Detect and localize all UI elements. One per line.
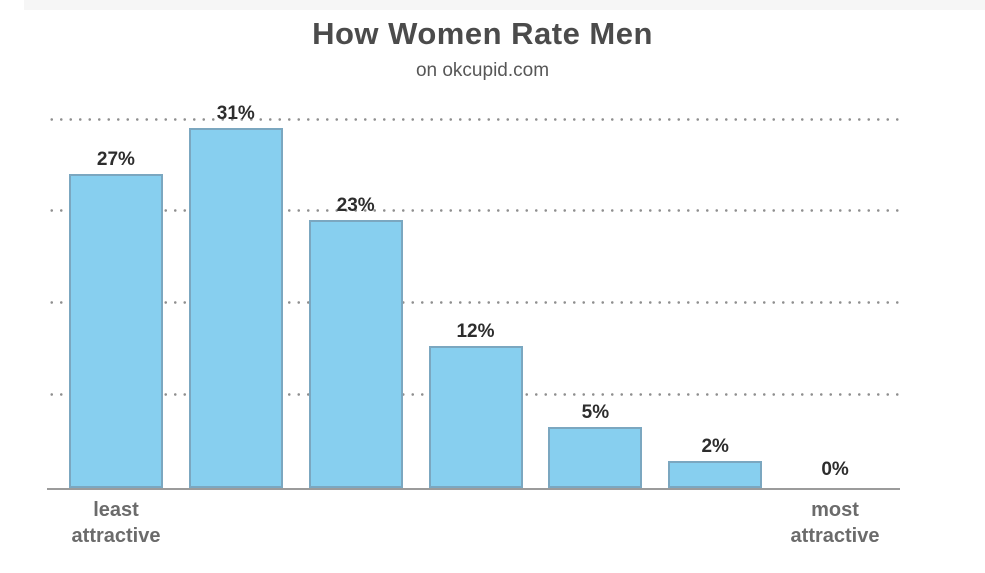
bar-value-label: 27% <box>96 149 135 170</box>
bar-value-label: 5% <box>581 402 610 423</box>
x-axis-label-least-attractive: least attractive <box>71 499 161 548</box>
bar-slot: 27% <box>56 100 176 488</box>
gridline <box>47 118 900 121</box>
bar-value-label: 12% <box>456 321 495 342</box>
bar-slot: 23% <box>296 100 416 488</box>
bar-slot: 0% <box>775 100 895 488</box>
bar-value-label: 0% <box>821 459 849 480</box>
bar-slots: 27% 31% 23% 12% 5% 2% 0% <box>47 100 900 488</box>
bar <box>668 461 763 488</box>
bar-value-label: 23% <box>336 195 375 216</box>
bar-value-label: 2% <box>701 436 729 457</box>
gridline <box>47 209 900 212</box>
chart-subtitle: on okcupid.com <box>415 60 550 81</box>
gridline <box>47 301 900 304</box>
bar <box>548 427 643 488</box>
bar <box>68 174 163 488</box>
bar <box>188 128 283 488</box>
bar-slot: 5% <box>535 100 655 488</box>
plot-area: 27% 31% 23% 12% 5% 2% 0% <box>47 100 900 490</box>
bar <box>308 220 403 488</box>
bar <box>428 346 523 488</box>
chart-title: How Women Rate Men <box>312 16 653 51</box>
bar-value-label: 31% <box>216 103 255 124</box>
bar-slot: 12% <box>416 100 536 488</box>
top-edge-artifact <box>24 0 985 10</box>
bar-slot: 2% <box>655 100 775 488</box>
bar-slot: 31% <box>176 100 296 488</box>
x-axis-label-most-attractive: most attractive <box>790 499 880 548</box>
